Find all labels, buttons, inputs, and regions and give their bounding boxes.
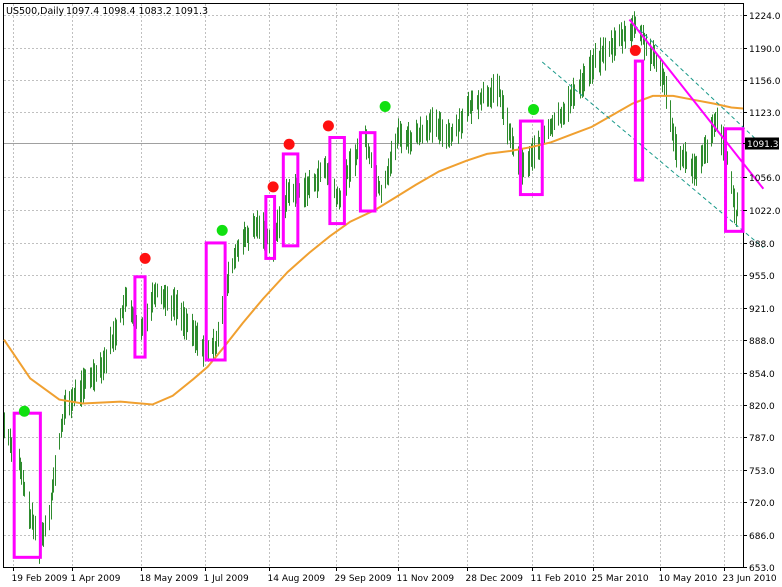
chart-ohlc-values: 1097.4 1098.4 1083.2 1091.3: [66, 6, 208, 17]
x-tick-label: 29 Sep 2009: [335, 574, 392, 584]
y-tick-label: 720.0: [749, 499, 775, 509]
signal-box: [264, 195, 277, 260]
moving-average-line: [3, 94, 744, 406]
price-bars: [4, 11, 744, 564]
channel-line: [629, 20, 764, 147]
buy-signal-dot: [18, 405, 30, 417]
x-tick-label: 23 Jun 2010: [723, 574, 777, 584]
y-tick-label: 1156.0: [749, 77, 781, 87]
sell-signal-dot: [139, 252, 151, 264]
y-tick-label: 888.0: [749, 337, 775, 347]
x-tick-label: 28 Dec 2009: [466, 574, 524, 584]
y-tick-label: 1123.0: [749, 109, 781, 119]
y-tick-label: 787.0: [749, 434, 775, 444]
grid-lines: [4, 4, 743, 568]
chart-symbol-label: US500,Daily: [6, 6, 65, 17]
y-tick-label: 921.0: [749, 305, 775, 315]
x-tick-label: 10 May 2010: [659, 574, 718, 584]
y-tick-label: 1022.0: [749, 207, 781, 217]
y-tick-label: 854.0: [749, 370, 775, 380]
sell-signal-dot: [283, 138, 295, 150]
sell-signal-dot: [267, 181, 279, 193]
x-tick-label: 25 Mar 2010: [592, 574, 649, 584]
current-price-tag: [745, 137, 779, 150]
signal-box: [724, 127, 745, 233]
chart-marks: [3, 11, 765, 564]
signal-box: [281, 152, 300, 248]
price-axis: 1224.0 1190.0 1156.0 1123.0 1091.3 1056.0 1022…: [743, 12, 781, 574]
channel-line: [541, 61, 764, 249]
buy-signal-dot: [379, 101, 391, 113]
signal-box: [328, 135, 346, 226]
y-tick-label: 753.0: [749, 467, 775, 477]
current-price-label: 1091.3: [747, 140, 779, 150]
x-tick-label: 11 Feb 2010: [531, 574, 587, 584]
y-tick-label: 686.0: [749, 532, 775, 542]
x-tick-label: 11 Nov 2009: [397, 574, 455, 584]
y-tick-label: 1190.0: [749, 45, 781, 55]
signal-box: [633, 59, 645, 182]
y-tick-label: 1056.0: [749, 174, 781, 184]
y-tick-label: 820.0: [749, 402, 775, 412]
x-tick-label: 19 Feb 2009: [12, 574, 68, 584]
signal-box: [358, 131, 377, 213]
x-tick-label: 1 Jul 2009: [204, 574, 249, 584]
signal-box: [204, 241, 227, 362]
plot-border: [3, 3, 744, 568]
x-tick-label: 18 May 2009: [140, 574, 199, 584]
x-tick-label: 14 Aug 2009: [268, 574, 326, 584]
signal-box: [133, 275, 147, 359]
buy-signal-dot: [528, 103, 540, 115]
y-tick-label: 653.0: [749, 564, 775, 574]
y-tick-label: 988.0: [749, 240, 775, 250]
buy-signal-dot: [216, 224, 228, 236]
time-axis: 19 Feb 2009 1 Apr 2009 18 May 2009 1 Jul 20…: [12, 567, 777, 584]
sell-signal-dot: [322, 120, 334, 132]
sell-signal-dot: [629, 44, 641, 56]
y-tick-label: 1224.0: [749, 12, 781, 22]
x-tick-label: 1 Apr 2009: [71, 574, 121, 584]
resistance-trendline: [628, 18, 765, 190]
signal-box: [518, 119, 544, 197]
y-tick-label: 955.0: [749, 272, 775, 282]
